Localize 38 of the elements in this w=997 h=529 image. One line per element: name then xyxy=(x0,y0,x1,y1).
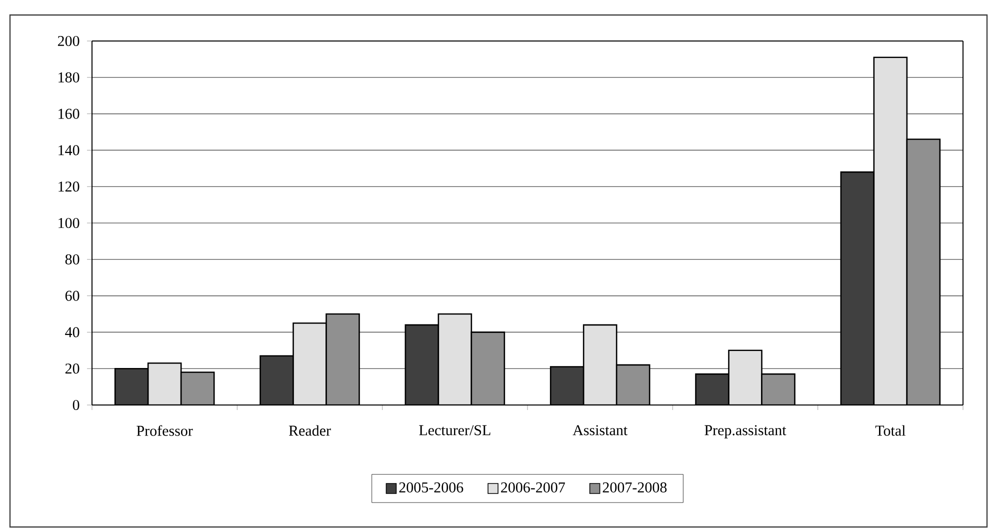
bar xyxy=(114,368,149,405)
y-tick-label: 60 xyxy=(65,290,80,301)
bar xyxy=(761,373,796,405)
bar xyxy=(695,373,730,405)
legend-label: 2007-2008 xyxy=(602,482,667,492)
bar xyxy=(292,322,327,405)
x-tick-label: Reader xyxy=(288,425,331,436)
y-tick-label: 0 xyxy=(72,400,80,410)
bar xyxy=(550,366,584,405)
y-tick-label: 80 xyxy=(65,254,80,264)
bar xyxy=(260,355,294,405)
bar xyxy=(404,324,440,405)
y-tick-label: 200 xyxy=(58,36,80,46)
bar xyxy=(728,350,762,405)
bar xyxy=(438,313,472,405)
y-tick-label: 140 xyxy=(58,145,80,156)
y-tick-label: 100 xyxy=(58,218,80,228)
bar xyxy=(616,364,650,405)
y-tick-label: 120 xyxy=(58,182,80,192)
bar xyxy=(470,332,506,405)
legend-label: 2005-2006 xyxy=(399,482,464,492)
bar xyxy=(840,171,875,405)
x-tick-label: Professor xyxy=(136,425,193,436)
bar xyxy=(180,372,215,405)
y-tick-label: 180 xyxy=(58,72,80,82)
x-tick-label: Assistant xyxy=(572,425,628,436)
x-tick-label: Prep.assistant xyxy=(704,425,786,438)
bar xyxy=(906,138,941,405)
y-tick-label: 160 xyxy=(58,108,80,119)
bar xyxy=(326,313,360,405)
x-tick-label: Lecturer/SL xyxy=(419,425,490,436)
y-tick-label: 40 xyxy=(65,327,80,338)
bar xyxy=(147,362,182,405)
x-tick-label: Total xyxy=(875,425,906,436)
legend-label: 2006-2007 xyxy=(501,482,565,492)
y-tick-label: 20 xyxy=(65,364,80,374)
bar xyxy=(582,324,618,405)
bar xyxy=(873,56,908,405)
